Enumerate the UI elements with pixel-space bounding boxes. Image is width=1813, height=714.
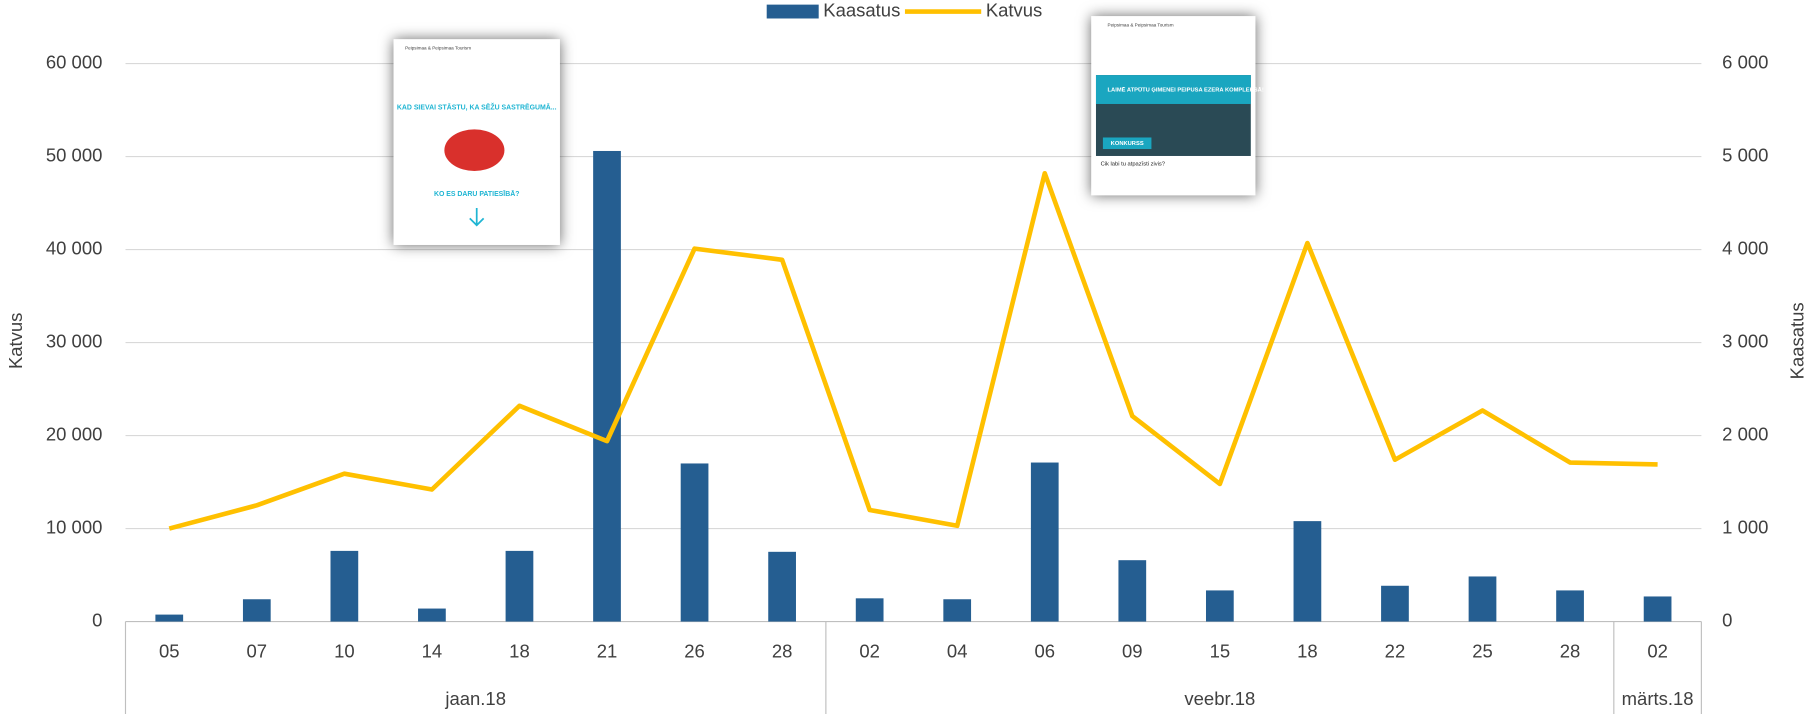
y-tick-label: 40 000 — [46, 237, 102, 258]
bar — [768, 551, 796, 622]
bar — [1643, 596, 1672, 622]
bar — [1205, 590, 1234, 622]
y-tick-label: 50 000 — [46, 144, 102, 165]
bar — [1118, 560, 1147, 622]
bar — [680, 463, 709, 622]
arrow-icon — [469, 207, 485, 227]
x-tick-label: 06 — [1034, 641, 1055, 662]
group-label: jaan.18 — [444, 688, 506, 709]
x-tick-label: 10 — [334, 641, 355, 662]
post-author: Peipsimaa & Peipsimaa Tourism — [405, 46, 471, 51]
group-label: märts.18 — [1622, 688, 1694, 709]
legend-label: Kaasatus — [823, 0, 900, 20]
post-footer: KO ES DARU PATIESĪBĀ? — [434, 190, 520, 198]
y2-tick-label: 1 000 — [1722, 516, 1768, 537]
x-tick-label: 07 — [247, 641, 268, 662]
bar — [330, 550, 359, 622]
line — [168, 170, 1658, 531]
phone-icon — [444, 129, 505, 171]
post-headline: KAD SIEVAI STĀSTU, KA SĒŽU SASTRĒGUMĀ... — [397, 102, 557, 111]
x-tick-label: 02 — [859, 641, 880, 662]
post-caption: Cik labi tu atpazīsti zivis? — [1101, 162, 1165, 168]
y2-tick-label: 5 000 — [1722, 144, 1768, 165]
y2-tick-label: 2 000 — [1722, 423, 1768, 444]
x-tick-label: 02 — [1647, 641, 1668, 662]
post-headline: LAIMĒ ATPŪTU ĢIMENEI PEIPUSA EZERA KOMPL… — [1108, 87, 1264, 94]
bar — [855, 598, 884, 622]
x-tick-label: 18 — [1297, 641, 1318, 662]
x-tick-label: 09 — [1122, 641, 1143, 662]
bar — [1293, 521, 1322, 622]
x-tick-label: 18 — [509, 641, 530, 662]
bar — [1556, 590, 1584, 622]
x-tick-label: 04 — [947, 641, 968, 662]
post-footer: KONKURSS — [1111, 141, 1144, 147]
bar — [1030, 462, 1059, 622]
bar — [505, 550, 534, 622]
x-tick-label: 14 — [422, 641, 443, 662]
post-thumbnails: Peipsimaa & Peipsimaa Tourism KAD SIEVAI… — [393, 16, 1264, 245]
x-tick-label: 28 — [1560, 641, 1581, 662]
x-tick-label: 28 — [772, 641, 793, 662]
post-button — [1102, 137, 1152, 150]
bar — [1381, 585, 1409, 622]
group-label: veebr.18 — [1184, 688, 1255, 709]
bar — [155, 614, 184, 622]
x-tick-label: 26 — [684, 641, 705, 662]
y-tick-label: 10 000 — [46, 516, 102, 537]
y2-tick-label: 4 000 — [1722, 237, 1768, 258]
y-axis-title: Katvus — [5, 313, 26, 369]
y-tick-label: 60 000 — [46, 51, 102, 72]
y2-tick-label: 6 000 — [1722, 51, 1768, 72]
y-tick-label: 0 — [92, 609, 102, 630]
bar — [593, 150, 621, 622]
y2-tick-label: 3 000 — [1722, 330, 1768, 351]
x-tick-label: 21 — [597, 641, 618, 662]
y2-axis-title: Kaasatus — [1786, 302, 1807, 379]
bar — [943, 599, 972, 622]
bar — [418, 608, 446, 622]
x-tick-label: 15 — [1210, 641, 1231, 662]
legend-label: Katvus — [986, 0, 1042, 20]
x-tick-label: 22 — [1385, 641, 1406, 662]
y-tick-label: 30 000 — [46, 330, 102, 351]
y2-tick-label: 0 — [1722, 609, 1732, 630]
post-author: Peipsimaa & Peipsimaa Tourism — [1108, 23, 1174, 28]
legend-swatch — [766, 4, 819, 19]
bar — [1468, 576, 1497, 622]
x-tick-label: 25 — [1472, 641, 1493, 662]
post-image-banner — [1095, 75, 1251, 104]
bar — [242, 599, 271, 622]
x-tick-label: 05 — [159, 641, 180, 662]
y-tick-label: 20 000 — [46, 423, 102, 444]
